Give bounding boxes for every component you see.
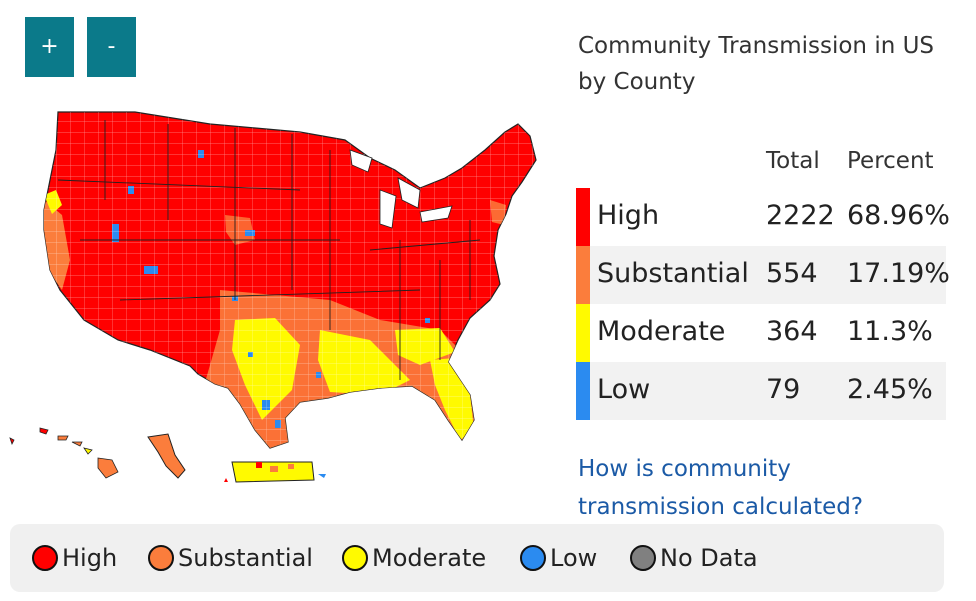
table-header: Total Percent — [576, 148, 946, 188]
legend-label: No Data — [660, 544, 758, 572]
legend-dot-icon — [32, 545, 58, 571]
level-label: High — [597, 200, 660, 231]
how-calculated-link[interactable]: How is community transmission calculated… — [578, 456, 864, 520]
mainland-us — [43, 111, 537, 449]
level-color-bar — [576, 246, 590, 304]
level-label: Moderate — [597, 316, 726, 347]
header-total: Total — [766, 148, 820, 174]
us-county-map[interactable] — [0, 90, 560, 500]
county-overlay — [44, 112, 536, 448]
level-label: Substantial — [597, 258, 749, 289]
level-label: Low — [597, 374, 651, 405]
legend-item-high[interactable]: High — [32, 544, 117, 572]
level-color-bar — [576, 304, 590, 362]
legend-label: Moderate — [372, 544, 487, 572]
legend-dot-icon — [148, 545, 174, 571]
legend-dot-icon — [630, 545, 656, 571]
legend-item-no-data[interactable]: No Data — [630, 544, 758, 572]
legend-dot-icon — [342, 545, 368, 571]
state-borders — [57, 120, 481, 380]
transmission-table: Total Percent High 2222 68.96% Substanti… — [576, 148, 950, 420]
level-total: 2222 — [766, 200, 835, 231]
level-color-bar — [576, 362, 590, 420]
level-total: 554 — [766, 258, 818, 289]
table-row-low: Low 79 2.45% — [576, 362, 946, 420]
header-percent: Percent — [847, 148, 934, 174]
level-total: 79 — [766, 374, 801, 405]
table-row-high: High 2222 68.96% — [576, 188, 950, 246]
map-legend: High Substantial Moderate Low No Data — [10, 524, 944, 592]
great-lakes — [349, 149, 453, 229]
puerto-rico — [224, 461, 326, 483]
legend-label: High — [62, 544, 118, 572]
county-grid — [44, 112, 536, 448]
map-title: Community Transmission in US by County — [578, 33, 935, 95]
alaska — [147, 433, 186, 479]
level-percent: 17.19% — [847, 258, 950, 289]
legend-label: Low — [550, 544, 598, 572]
legend-dot-icon — [520, 545, 546, 571]
legend-item-low[interactable]: Low — [520, 544, 597, 572]
legend-item-substantial[interactable]: Substantial — [148, 544, 313, 572]
table-row-substantial: Substantial 554 17.19% — [576, 246, 950, 304]
hawaii — [9, 427, 119, 479]
zoom-in-button[interactable]: + — [25, 17, 74, 77]
level-total: 364 — [766, 316, 818, 347]
level-percent: 68.96% — [847, 200, 950, 231]
level-percent: 11.3% — [847, 316, 933, 347]
zoom-out-button[interactable]: - — [87, 17, 136, 77]
legend-label: Substantial — [178, 544, 313, 572]
legend-item-moderate[interactable]: Moderate — [342, 544, 486, 572]
table-row-moderate: Moderate 364 11.3% — [576, 304, 946, 362]
level-percent: 2.45% — [847, 374, 933, 405]
level-color-bar — [576, 188, 590, 246]
